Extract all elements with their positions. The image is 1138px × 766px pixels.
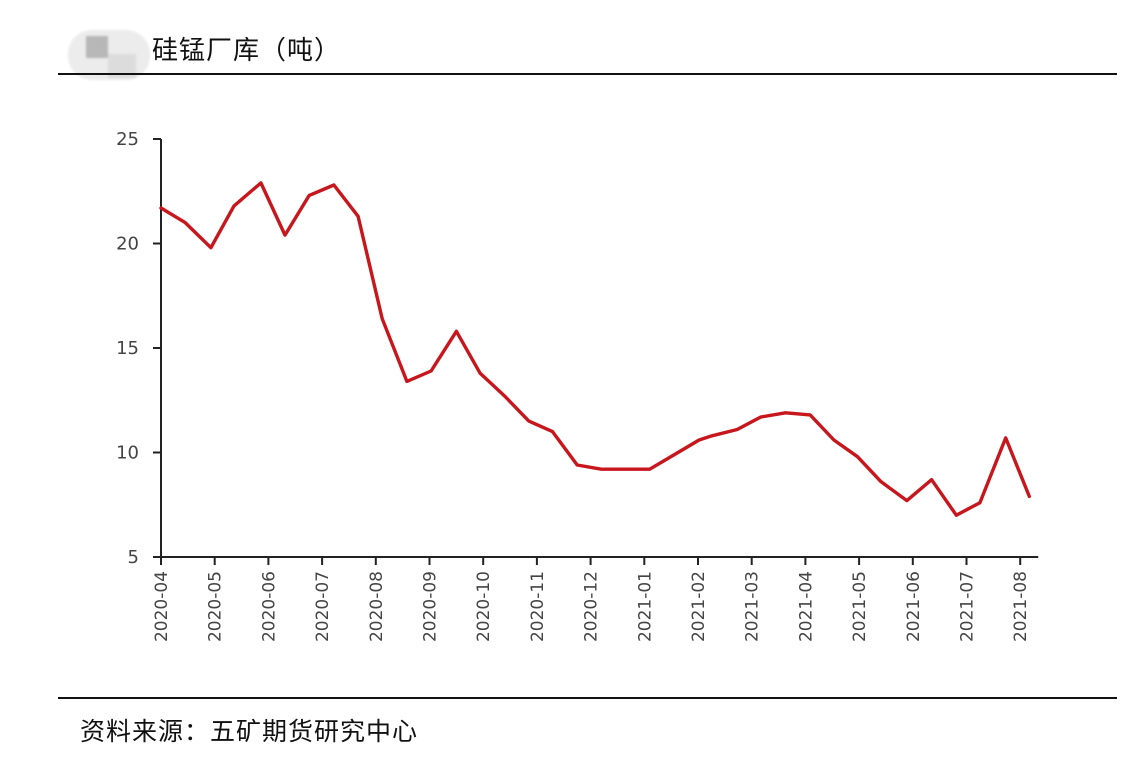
y-axis-ticks: 5 10 15 20 25: [116, 129, 161, 568]
y-tick-label: 20: [116, 234, 139, 255]
y-tick-label: 5: [128, 547, 139, 568]
y-tick-label: 10: [116, 443, 139, 464]
x-tick-label: 2021-07: [958, 571, 978, 642]
x-tick-label: 2021-01: [635, 571, 655, 642]
x-tick-label: 2020-08: [367, 571, 387, 642]
x-tick-label: 2021-08: [1011, 571, 1031, 642]
x-tick-label: 2021-06: [904, 571, 924, 642]
x-axis-ticks: 2020-04 2020-05 2020-06 2020-07 2020-08 2020-…: [152, 557, 1031, 642]
y-tick-label: 25: [116, 129, 139, 150]
chart-title: 硅锰厂库（吨）: [152, 36, 342, 66]
top-divider: [58, 73, 1117, 75]
source-note: 资料来源：五矿期货研究中心: [80, 717, 419, 746]
x-tick-label: 2020-10: [474, 571, 494, 642]
logo-block: [86, 36, 108, 58]
x-tick-label: 2020-12: [582, 571, 602, 642]
inventory-line: [159, 181, 1032, 517]
x-tick-label: 2020-11: [528, 571, 548, 642]
bottom-divider: [58, 697, 1117, 699]
x-tick-label: 2020-09: [421, 571, 441, 642]
x-tick-label: 2021-02: [689, 571, 709, 642]
x-tick-label: 2020-06: [259, 571, 279, 642]
y-tick-label: 15: [116, 338, 139, 359]
chart-axes: [160, 139, 1039, 565]
x-tick-label: 2020-07: [313, 571, 333, 642]
x-tick-label: 2021-04: [796, 571, 816, 642]
x-tick-label: 2020-04: [152, 571, 172, 642]
x-tick-label: 2021-03: [743, 571, 763, 642]
x-tick-label: 2021-05: [850, 571, 870, 642]
x-tick-label: 2020-05: [206, 571, 226, 642]
